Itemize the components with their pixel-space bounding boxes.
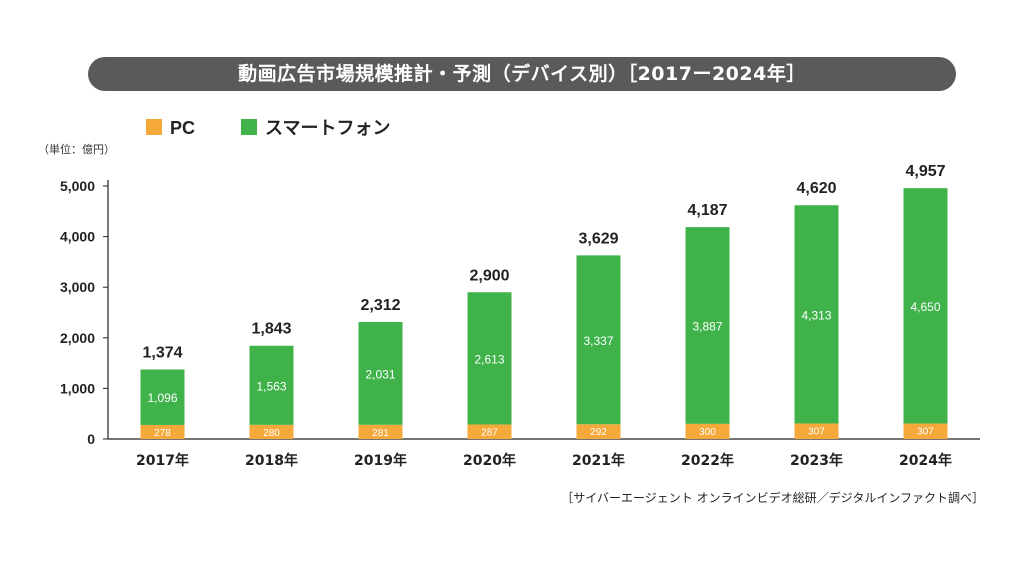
data-label-smartphone: 3,887: [692, 319, 722, 333]
y-tick-label: 1,000: [60, 380, 95, 396]
y-tick-label: 2,000: [60, 330, 95, 346]
y-tick-label: 5,000: [60, 178, 95, 194]
x-tick-label: 2020年: [463, 452, 516, 469]
legend: PC スマートフォン: [146, 118, 390, 139]
x-tick-label: 2019年: [354, 452, 407, 469]
x-tick-label: 2022年: [681, 452, 734, 469]
legend-label-pc: PC: [170, 118, 195, 138]
x-tick-label: 2024年: [899, 452, 952, 469]
x-tick-label: 2017年: [136, 452, 189, 469]
bar-smartphone: [358, 322, 403, 425]
bar-pc: [467, 424, 512, 439]
chart-title: 動画広告市場規模推計・予測（デバイス別）［2017ー2024年］: [88, 57, 956, 91]
bar-pc: [685, 423, 730, 439]
bar-smartphone: [576, 255, 621, 425]
bar-smartphone: [794, 205, 839, 424]
data-label-pc: 287: [481, 427, 498, 438]
data-label-total: 3,629: [578, 230, 618, 247]
x-tick-label: 2021年: [572, 452, 625, 469]
legend-swatch-smartphone: [241, 119, 257, 135]
data-label-smartphone: 4,313: [801, 308, 831, 322]
y-tick-label: 3,000: [60, 279, 95, 295]
bars: [140, 188, 948, 439]
data-label-total: 4,620: [796, 180, 836, 197]
bar-pc: [903, 423, 948, 439]
x-tick-label: 2018年: [245, 452, 298, 469]
data-label-smartphone: 1,563: [256, 379, 286, 393]
bar-smartphone: [685, 227, 730, 424]
legend-label-smartphone: スマートフォン: [265, 118, 390, 139]
bar-smartphone: [903, 188, 948, 424]
bar-pc: [358, 424, 403, 439]
labels: 278 1,096 1,374 2017年 280 1,563 1,843 2018年 281 2…: [136, 163, 952, 469]
data-label-total: 1,843: [251, 321, 291, 338]
bar-pc: [576, 424, 621, 439]
legend-swatch-pc: [146, 119, 162, 135]
axes: 0 1,000 2,000 3,000 4,000 5,000: [60, 178, 980, 447]
data-label-smartphone: 1,096: [147, 391, 177, 405]
data-label-pc: 307: [808, 426, 825, 437]
data-label-smartphone: 3,337: [583, 334, 613, 348]
data-label-total: 2,312: [360, 297, 400, 314]
bar-pc: [249, 424, 294, 439]
data-label-pc: 280: [263, 428, 280, 439]
data-label-smartphone: 2,613: [474, 352, 504, 366]
x-tick-label: 2023年: [790, 452, 843, 469]
data-label-pc: 307: [917, 426, 934, 437]
unit-label: （単位：億円）: [38, 142, 115, 156]
data-label-total: 4,957: [905, 163, 945, 180]
bar-smartphone: [467, 292, 512, 425]
bar-pc: [140, 424, 185, 439]
bar-smartphone: [140, 369, 185, 425]
y-tick-label: 0: [87, 431, 95, 447]
data-label-total: 1,374: [142, 344, 182, 361]
data-label-smartphone: 4,650: [910, 300, 940, 314]
y-tick-label: 4,000: [60, 229, 95, 245]
data-label-pc: 292: [590, 427, 607, 438]
data-label-smartphone: 2,031: [365, 367, 395, 381]
data-label-pc: 281: [372, 428, 389, 439]
bar-pc: [794, 423, 839, 439]
data-label-pc: 278: [154, 428, 171, 439]
source-note: ［サイバーエージェント オンラインビデオ総研／デジタルインファクト調べ］: [561, 491, 984, 505]
data-label-pc: 300: [699, 427, 716, 438]
bar-smartphone: [249, 345, 294, 425]
data-label-total: 4,187: [687, 202, 727, 219]
data-label-total: 2,900: [469, 267, 509, 284]
